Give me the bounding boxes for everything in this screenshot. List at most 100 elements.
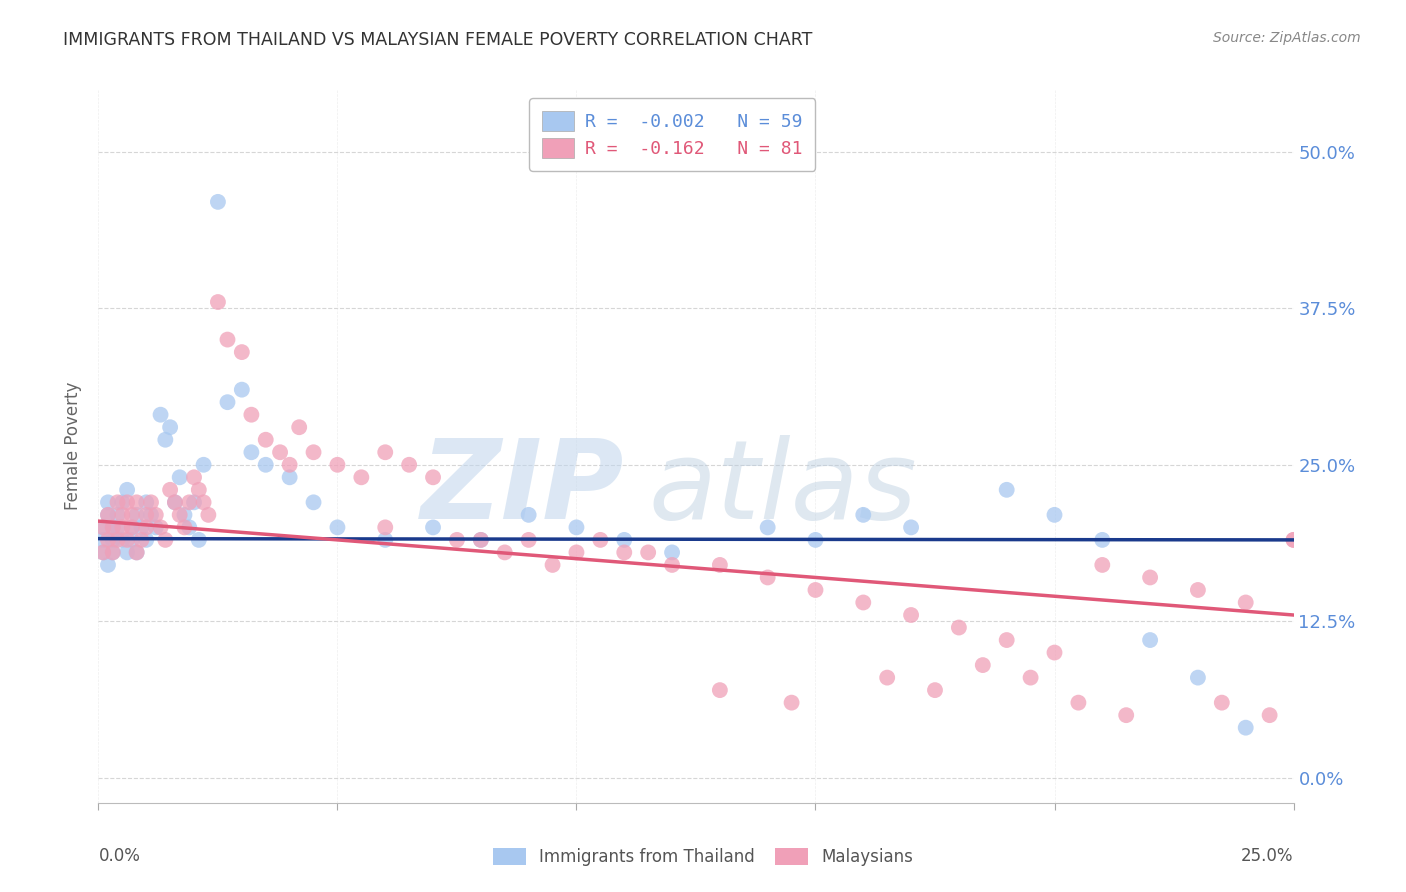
Point xyxy=(709,558,731,572)
Point xyxy=(852,508,875,522)
Point xyxy=(231,383,253,397)
Point xyxy=(187,533,209,547)
Point xyxy=(350,470,373,484)
Point xyxy=(155,533,177,547)
Point xyxy=(1139,570,1161,584)
Point xyxy=(269,445,291,459)
Point xyxy=(972,658,994,673)
Point xyxy=(1282,533,1305,547)
Point xyxy=(302,445,325,459)
Point xyxy=(173,520,195,534)
Point xyxy=(217,395,239,409)
Point xyxy=(1043,646,1066,660)
Point xyxy=(111,508,134,522)
Point xyxy=(1139,633,1161,648)
Point xyxy=(91,545,114,559)
Point xyxy=(517,508,540,522)
Point xyxy=(91,520,114,534)
Point xyxy=(565,520,588,534)
Point xyxy=(900,607,922,622)
Point xyxy=(207,194,229,209)
Point xyxy=(193,458,215,472)
Point xyxy=(107,508,129,522)
Point xyxy=(995,633,1018,648)
Point xyxy=(121,520,143,534)
Point xyxy=(422,520,444,534)
Text: 0.0%: 0.0% xyxy=(98,847,141,864)
Point xyxy=(97,495,120,509)
Point xyxy=(517,533,540,547)
Point xyxy=(121,533,143,547)
Point xyxy=(169,470,191,484)
Point xyxy=(193,495,215,509)
Point xyxy=(948,621,970,635)
Point xyxy=(589,533,612,547)
Point xyxy=(149,520,172,534)
Text: atlas: atlas xyxy=(648,435,917,542)
Point xyxy=(1211,696,1233,710)
Point xyxy=(91,520,114,534)
Point xyxy=(254,433,277,447)
Point xyxy=(159,483,181,497)
Point xyxy=(145,520,167,534)
Point xyxy=(183,470,205,484)
Point xyxy=(217,333,239,347)
Point xyxy=(101,533,124,547)
Point xyxy=(995,483,1018,497)
Point xyxy=(125,545,148,559)
Point xyxy=(131,520,153,534)
Point xyxy=(565,545,588,559)
Point xyxy=(374,445,396,459)
Point xyxy=(1115,708,1137,723)
Point xyxy=(135,533,157,547)
Point xyxy=(207,295,229,310)
Point xyxy=(97,508,120,522)
Point xyxy=(139,495,162,509)
Point xyxy=(107,495,129,509)
Point xyxy=(169,508,191,522)
Point xyxy=(125,545,148,559)
Point xyxy=(163,495,186,509)
Text: ZIP: ZIP xyxy=(420,435,624,542)
Point xyxy=(494,545,516,559)
Point xyxy=(145,508,167,522)
Point xyxy=(101,520,124,534)
Point xyxy=(101,545,124,559)
Point xyxy=(254,458,277,472)
Point xyxy=(155,433,177,447)
Point xyxy=(1091,533,1114,547)
Point xyxy=(240,445,263,459)
Point xyxy=(780,696,803,710)
Point xyxy=(288,420,311,434)
Point xyxy=(97,558,120,572)
Point xyxy=(135,520,157,534)
Point xyxy=(183,495,205,509)
Point xyxy=(398,458,420,472)
Point xyxy=(107,533,129,547)
Point xyxy=(1067,696,1090,710)
Point xyxy=(374,520,396,534)
Point xyxy=(115,533,138,547)
Point xyxy=(900,520,922,534)
Point xyxy=(101,545,124,559)
Legend: R =  -0.002   N = 59, R =  -0.162   N = 81: R = -0.002 N = 59, R = -0.162 N = 81 xyxy=(529,98,815,170)
Point xyxy=(852,595,875,609)
Point xyxy=(125,508,148,522)
Point xyxy=(179,520,201,534)
Point xyxy=(1043,508,1066,522)
Point xyxy=(326,458,349,472)
Point xyxy=(115,545,138,559)
Point xyxy=(470,533,492,547)
Point xyxy=(756,520,779,534)
Legend: Immigrants from Thailand, Malaysians: Immigrants from Thailand, Malaysians xyxy=(486,841,920,873)
Point xyxy=(159,420,181,434)
Point xyxy=(756,570,779,584)
Point xyxy=(1234,721,1257,735)
Y-axis label: Female Poverty: Female Poverty xyxy=(65,382,83,510)
Point xyxy=(121,508,143,522)
Point xyxy=(187,483,209,497)
Point xyxy=(121,520,143,534)
Point xyxy=(278,458,301,472)
Point xyxy=(179,495,201,509)
Point xyxy=(97,533,120,547)
